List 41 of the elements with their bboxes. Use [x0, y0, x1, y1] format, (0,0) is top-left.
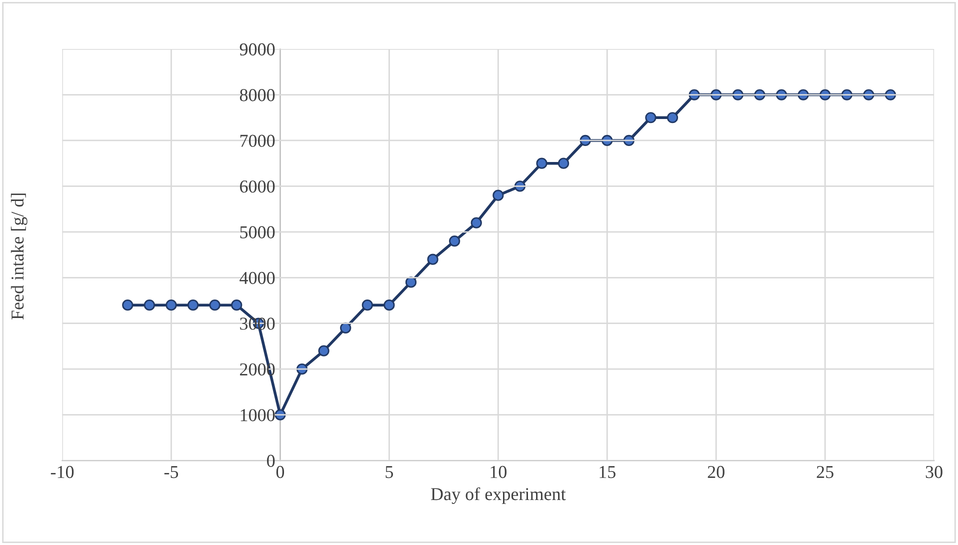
point [645, 112, 656, 124]
x-tick-label: -10 [50, 466, 74, 478]
x-tick-label: 20 [708, 466, 724, 478]
point [340, 322, 352, 334]
x-tick-label: -5 [164, 466, 178, 478]
y-tick-label: 3000 [240, 318, 275, 330]
y-tick-label: 7000 [240, 134, 275, 147]
point [318, 345, 330, 356]
point [122, 300, 134, 311]
point [449, 236, 460, 247]
x-tick-label: 10 [490, 466, 506, 478]
point [492, 190, 504, 201]
y-tick-label: 8000 [240, 89, 275, 102]
y-tick-label: 6000 [240, 180, 275, 193]
y-tick-label: 5000 [240, 226, 275, 238]
x-tick-label: 30 [926, 466, 942, 478]
point [384, 300, 395, 311]
point [187, 300, 199, 311]
point [427, 254, 438, 265]
point [558, 158, 570, 169]
y-tick-label: 4000 [240, 272, 275, 284]
x-tick-label: 5 [386, 466, 393, 478]
x-tick-label: 15 [600, 466, 616, 478]
x-axis-title: Day of experiment [430, 487, 566, 504]
y-tick-label: 0 [267, 454, 275, 467]
point [166, 300, 177, 311]
point [623, 134, 634, 146]
y-tick-label: 9000 [240, 43, 275, 56]
point [362, 300, 373, 311]
y-tick-label: 1000 [240, 409, 275, 422]
point [144, 300, 156, 311]
point [666, 112, 678, 124]
y-tick-label: 2000 [240, 363, 275, 376]
point [536, 158, 548, 169]
point [209, 300, 220, 311]
point [231, 300, 242, 311]
y-axis-title: Feed intake [g/ d] [10, 194, 28, 320]
point [470, 217, 482, 228]
x-tick-label: 0 [276, 466, 284, 478]
x-tick-label: 25 [816, 466, 834, 478]
point [405, 276, 417, 288]
